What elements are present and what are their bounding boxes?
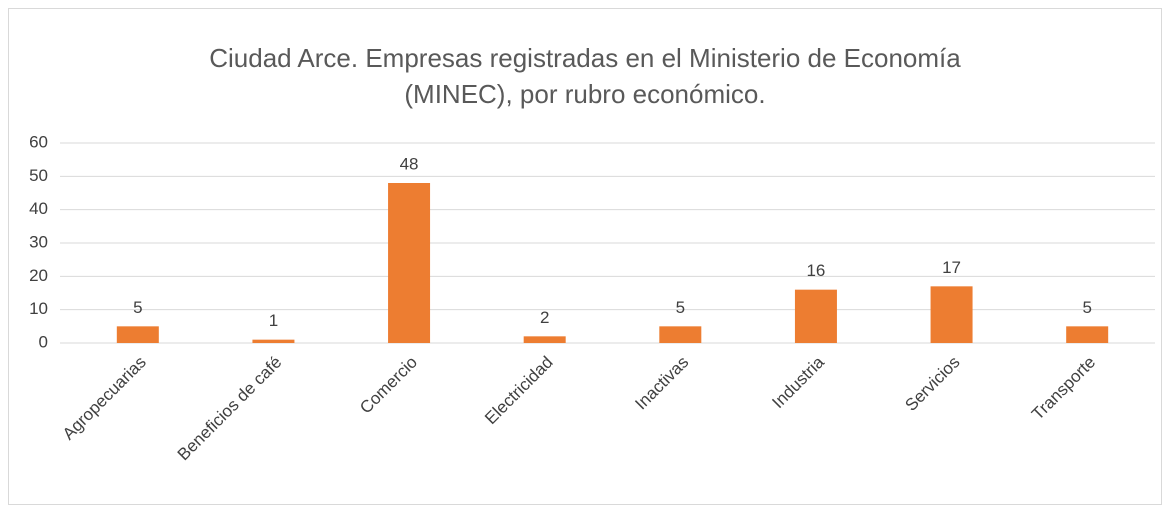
bar xyxy=(388,183,431,343)
y-tick-label: 60 xyxy=(29,132,48,151)
bar xyxy=(794,289,837,343)
bar xyxy=(252,339,295,343)
bar xyxy=(659,326,702,343)
x-tick-label: Industria xyxy=(768,352,828,412)
data-label: 1 xyxy=(269,311,278,330)
y-tick-label: 40 xyxy=(29,199,48,218)
x-tick-label: Electricidad xyxy=(481,353,557,429)
data-label: 17 xyxy=(942,258,961,277)
y-tick-label: 30 xyxy=(29,232,48,251)
data-label: 5 xyxy=(676,298,685,317)
x-tick-label: Transporte xyxy=(1028,353,1099,424)
data-label: 5 xyxy=(133,298,142,317)
y-tick-label: 10 xyxy=(29,299,48,318)
bar xyxy=(523,336,566,343)
x-tick-label: Beneficios de café xyxy=(174,353,286,465)
data-label: 2 xyxy=(540,308,549,327)
x-tick-label: Inactivas xyxy=(631,353,692,414)
data-label: 16 xyxy=(806,261,825,280)
chart-border xyxy=(8,8,1162,505)
bar xyxy=(116,326,159,343)
y-tick-label: 20 xyxy=(29,266,48,285)
y-tick-label: 50 xyxy=(29,166,48,185)
data-label: 48 xyxy=(400,154,419,173)
x-tick-label: Servicios xyxy=(901,353,963,415)
bar xyxy=(1066,326,1109,343)
chart-title: Ciudad Arce. Empresas registradas en el … xyxy=(209,43,961,109)
x-tick-label: Comercio xyxy=(356,353,421,418)
y-tick-label: 0 xyxy=(39,332,48,351)
bar xyxy=(930,286,973,343)
x-tick-label: Agropecuarias xyxy=(59,353,150,444)
data-label: 5 xyxy=(1082,298,1091,317)
